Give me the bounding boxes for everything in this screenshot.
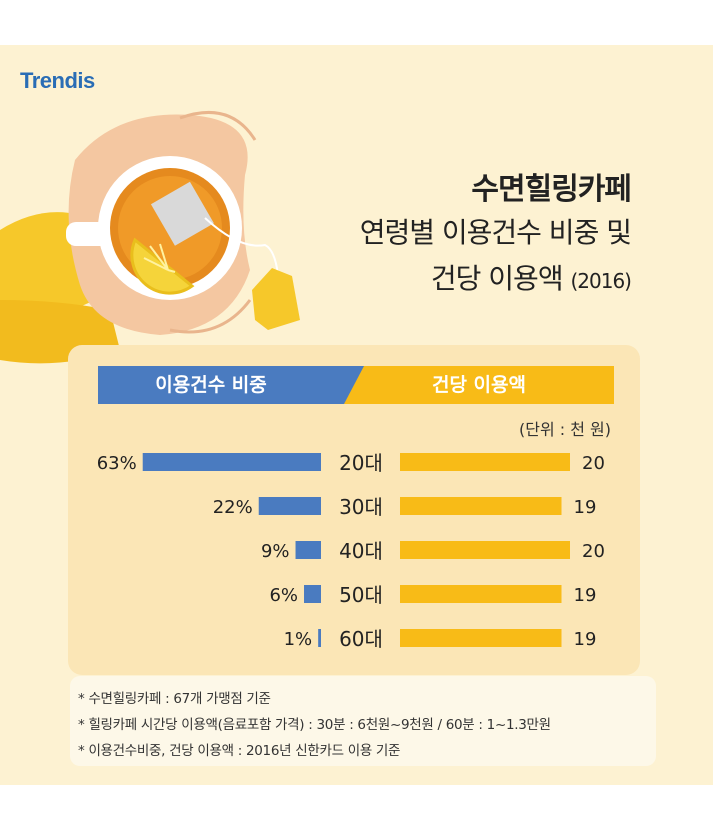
label-amount-30대: 19 xyxy=(574,497,597,518)
cup-handle xyxy=(66,222,111,246)
bar-count-60대 xyxy=(318,629,321,647)
title-line3: 건당 이용액 (2016) xyxy=(360,256,632,304)
notes-box xyxy=(70,676,656,766)
brand-logo: Trendis xyxy=(20,68,95,93)
category-50대: 50대 xyxy=(339,583,383,607)
label-count-60대: 1% xyxy=(284,629,313,650)
bar-amount-50대 xyxy=(400,585,562,603)
title-year: (2016) xyxy=(570,269,632,293)
unit-label: (단위 : 천 원) xyxy=(518,420,611,439)
label-count-30대: 22% xyxy=(213,497,253,518)
bar-amount-40대 xyxy=(400,541,570,559)
label-count-40대: 9% xyxy=(261,541,290,562)
bar-amount-20대 xyxy=(400,453,570,471)
title-line3-text: 건당 이용액 xyxy=(430,262,564,295)
bar-count-30대 xyxy=(258,497,321,515)
tea-string xyxy=(204,217,279,276)
tea-tag xyxy=(252,268,300,330)
series-header-count: 이용건수 비중 xyxy=(98,366,364,404)
title-line2: 연령별 이용건수 비중 및 xyxy=(359,216,632,249)
note-3: * 이용건수비중, 건당 이용액 : 2016년 신한카드 이용 기준 xyxy=(78,743,401,759)
title-block: 수면힐링카페 연령별 이용건수 비중 및 건당 이용액 (2016) xyxy=(359,170,632,304)
note-1: * 수면힐링카페 : 67개 가맹점 기준 xyxy=(78,691,271,707)
label-amount-20대: 20 xyxy=(582,453,605,474)
label-amount-40대: 20 xyxy=(582,541,605,562)
tea-bag xyxy=(150,181,214,246)
title-line1: 수면힐링카페 xyxy=(471,172,632,207)
bar-count-40대 xyxy=(295,541,321,559)
category-60대: 60대 xyxy=(339,627,383,651)
category-30대: 30대 xyxy=(339,495,383,519)
category-20대: 20대 xyxy=(339,451,383,475)
category-40대: 40대 xyxy=(339,539,383,563)
label-count-20대: 63% xyxy=(97,453,137,474)
series-header-amount: 건당 이용액 xyxy=(344,366,614,404)
label-amount-50대: 19 xyxy=(574,585,597,606)
label-amount-60대: 19 xyxy=(574,629,597,650)
bar-amount-60대 xyxy=(400,629,562,647)
series-header-count-label: 이용건수 비중 xyxy=(155,374,267,396)
bar-amount-30대 xyxy=(400,497,562,515)
label-count-50대: 6% xyxy=(269,585,298,606)
note-2: * 힐링카페 시간당 이용액(음료포함 가격) : 30분 : 6천원~9천원 … xyxy=(78,717,551,733)
bar-count-50대 xyxy=(304,585,321,603)
bar-count-20대 xyxy=(142,453,321,471)
